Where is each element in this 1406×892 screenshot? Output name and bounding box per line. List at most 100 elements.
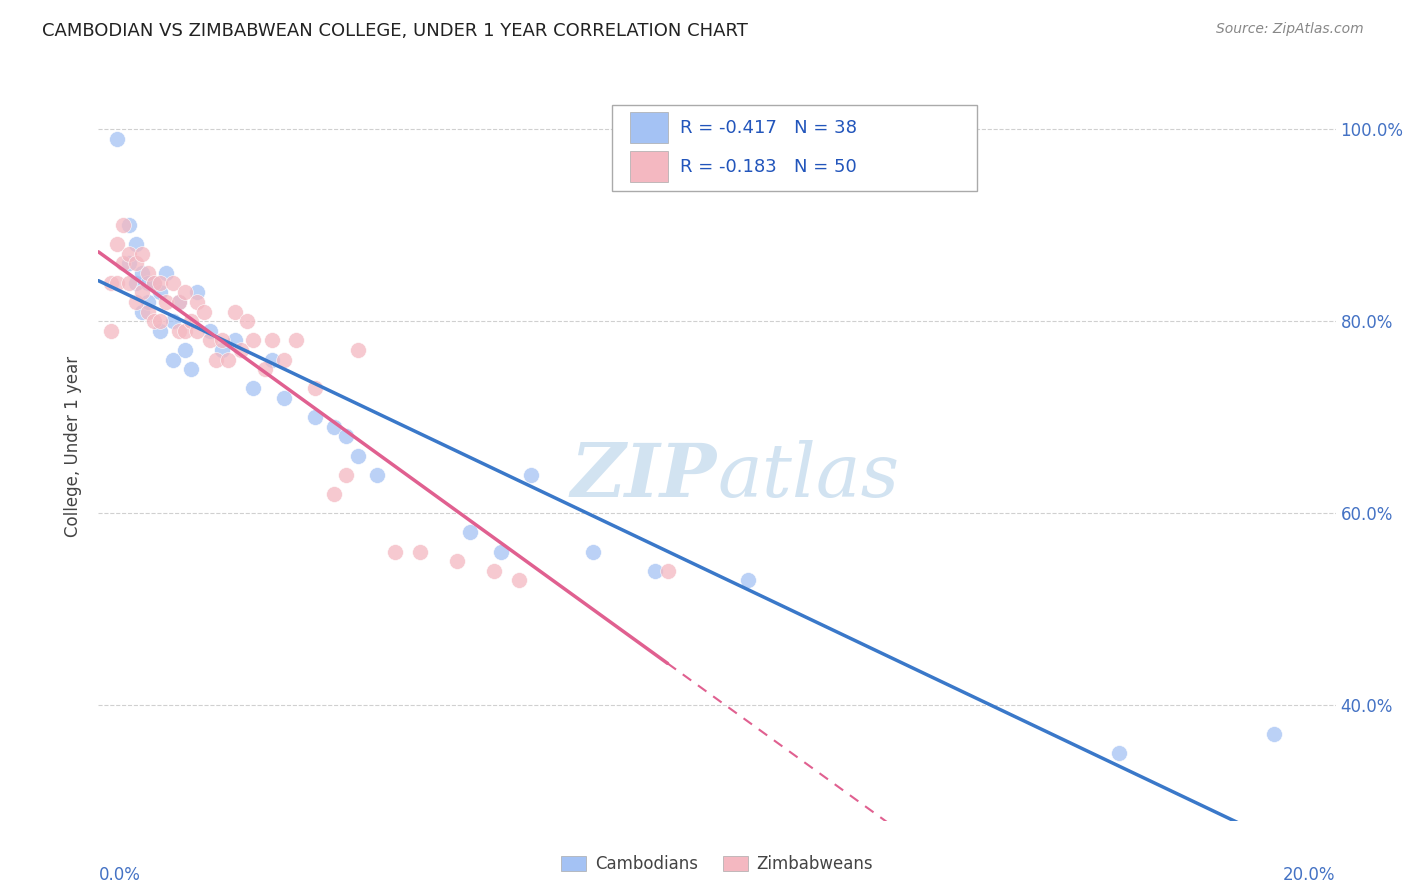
Point: [174, 285, 197, 300]
Point: [136, 304, 159, 318]
Text: R = -0.183   N = 50: R = -0.183 N = 50: [681, 158, 856, 176]
Point: [304, 381, 326, 395]
Point: [347, 449, 370, 463]
Point: [155, 266, 177, 280]
Point: [118, 218, 141, 232]
Point: [644, 564, 666, 578]
Point: [322, 487, 344, 501]
Point: [193, 304, 215, 318]
Point: [236, 314, 259, 328]
Point: [508, 574, 530, 588]
Point: [174, 343, 197, 357]
Point: [242, 381, 264, 395]
Text: atlas: atlas: [717, 440, 900, 512]
Point: [198, 324, 221, 338]
Point: [242, 334, 264, 348]
Point: [124, 256, 146, 270]
Point: [167, 324, 190, 338]
Point: [198, 334, 221, 348]
Point: [124, 294, 146, 309]
Point: [335, 467, 357, 482]
Point: [143, 276, 166, 290]
Point: [384, 544, 406, 558]
Point: [149, 276, 172, 290]
Point: [446, 554, 468, 568]
FancyBboxPatch shape: [630, 151, 668, 182]
Point: [124, 237, 146, 252]
Point: [180, 314, 202, 328]
Point: [149, 285, 172, 300]
Point: [304, 410, 326, 425]
Text: CAMBODIAN VS ZIMBABWEAN COLLEGE, UNDER 1 YEAR CORRELATION CHART: CAMBODIAN VS ZIMBABWEAN COLLEGE, UNDER 1…: [42, 22, 748, 40]
Point: [205, 352, 228, 367]
Point: [217, 352, 239, 367]
Point: [112, 256, 135, 270]
Point: [118, 256, 141, 270]
Text: ZIP: ZIP: [571, 440, 717, 512]
Point: [167, 294, 190, 309]
FancyBboxPatch shape: [630, 112, 668, 144]
Point: [155, 294, 177, 309]
Point: [131, 266, 153, 280]
Text: 0.0%: 0.0%: [98, 865, 141, 884]
Point: [131, 247, 153, 261]
Point: [229, 343, 252, 357]
Point: [186, 285, 208, 300]
Point: [335, 429, 357, 443]
Point: [260, 352, 283, 367]
Point: [1108, 747, 1130, 761]
Point: [260, 334, 283, 348]
Point: [657, 564, 679, 578]
Point: [167, 294, 190, 309]
Point: [520, 467, 543, 482]
Point: [489, 544, 512, 558]
Point: [174, 324, 197, 338]
Point: [105, 237, 128, 252]
Point: [366, 467, 388, 482]
Point: [131, 285, 153, 300]
FancyBboxPatch shape: [612, 105, 977, 191]
Point: [143, 314, 166, 328]
Point: [149, 324, 172, 338]
Point: [143, 276, 166, 290]
Point: [124, 276, 146, 290]
Text: 20.0%: 20.0%: [1284, 865, 1336, 884]
Point: [131, 304, 153, 318]
Point: [285, 334, 308, 348]
Point: [105, 276, 128, 290]
Point: [118, 276, 141, 290]
Point: [273, 391, 295, 405]
Point: [136, 276, 159, 290]
Point: [105, 131, 128, 145]
Point: [224, 304, 246, 318]
Point: [162, 352, 184, 367]
Point: [1263, 727, 1285, 741]
Point: [100, 324, 122, 338]
Point: [112, 218, 135, 232]
Point: [162, 314, 184, 328]
Point: [737, 574, 759, 588]
Point: [458, 525, 481, 540]
Text: Source: ZipAtlas.com: Source: ZipAtlas.com: [1216, 22, 1364, 37]
Text: R = -0.417   N = 38: R = -0.417 N = 38: [681, 119, 856, 136]
Point: [409, 544, 432, 558]
Point: [136, 266, 159, 280]
Point: [224, 334, 246, 348]
Point: [254, 362, 277, 376]
Point: [322, 419, 344, 434]
Point: [149, 314, 172, 328]
Point: [347, 343, 370, 357]
Y-axis label: College, Under 1 year: College, Under 1 year: [65, 355, 83, 537]
Point: [180, 362, 202, 376]
Point: [136, 294, 159, 309]
Point: [118, 247, 141, 261]
Point: [484, 564, 506, 578]
Point: [582, 544, 605, 558]
Point: [273, 352, 295, 367]
Point: [211, 334, 233, 348]
Point: [100, 276, 122, 290]
Point: [211, 343, 233, 357]
Point: [162, 276, 184, 290]
Legend: Cambodians, Zimbabweans: Cambodians, Zimbabweans: [555, 848, 879, 880]
Point: [186, 324, 208, 338]
